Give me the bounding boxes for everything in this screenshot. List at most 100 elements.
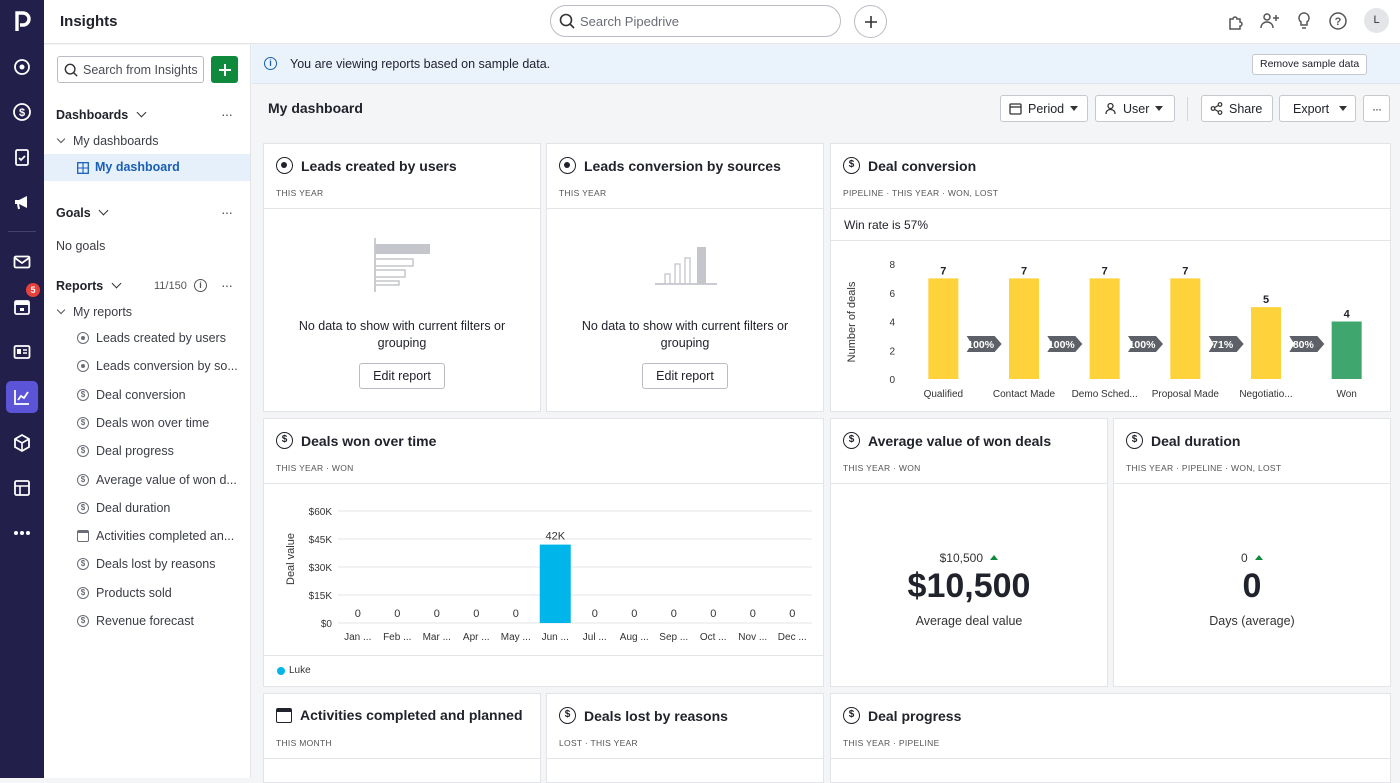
- sidebar-report-item[interactable]: $ Revenue forecast: [77, 614, 237, 628]
- sidebar-report-item[interactable]: Leads conversion by so...: [77, 359, 237, 373]
- help-icon[interactable]: ?: [1328, 11, 1348, 34]
- sidebar-item-my-dashboard[interactable]: My dashboard: [44, 154, 250, 181]
- mail-icon[interactable]: [6, 246, 38, 278]
- chevron-down-icon: [136, 107, 147, 118]
- add-insight-button[interactable]: [211, 56, 238, 83]
- legend-swatch: [277, 666, 285, 675]
- x-tick-label: Oct ...: [700, 632, 727, 643]
- tips-lightbulb-icon[interactable]: [1294, 11, 1314, 34]
- goals-more-icon[interactable]: ···: [221, 204, 233, 220]
- export-button[interactable]: Export: [1279, 95, 1356, 122]
- x-tick-label: Jul ...: [583, 632, 607, 643]
- deals-lost-card[interactable]: $ Deals lost by reasons LOST · THIS YEAR: [546, 693, 824, 783]
- info-icon[interactable]: i: [194, 279, 207, 292]
- y-axis-label: Number of deals: [846, 281, 858, 362]
- calendar-icon: [77, 530, 89, 543]
- dollar-icon: $: [276, 432, 293, 449]
- more-dots-icon[interactable]: [6, 517, 38, 549]
- contacts-card-icon[interactable]: [6, 336, 38, 368]
- x-tick-label: May ...: [501, 632, 531, 643]
- user-filter-button[interactable]: User: [1095, 95, 1175, 122]
- sidebar-report-item[interactable]: $ Deal conversion: [77, 388, 237, 402]
- card-title: Deals won over time: [301, 432, 437, 449]
- bar: [1009, 278, 1039, 379]
- global-search-input[interactable]: Search Pipedrive: [550, 5, 841, 37]
- reports-section-toggle[interactable]: Reports: [56, 278, 122, 293]
- sidebar-report-item[interactable]: Activities completed an...: [77, 529, 237, 543]
- period-label: Period: [1028, 101, 1065, 116]
- my-dashboards-folder[interactable]: My dashboards: [56, 134, 158, 148]
- x-tick-label: Apr ...: [463, 632, 490, 643]
- remove-sample-data-button[interactable]: Remove sample data: [1252, 54, 1368, 75]
- sidebar-report-label: Deal progress: [96, 444, 174, 459]
- x-tick-label: Negotiatio...: [1239, 389, 1292, 400]
- sidebar-report-item[interactable]: $ Deals won over time: [77, 416, 237, 430]
- x-tick-label: Mar ...: [423, 632, 451, 643]
- goals-label: Goals: [56, 206, 91, 220]
- sidebar-report-item[interactable]: $ Deals lost by reasons: [77, 557, 237, 571]
- pipedrive-logo-icon[interactable]: [6, 5, 38, 37]
- bar-value-label: 0: [631, 608, 637, 620]
- chevron-down-icon: [56, 305, 66, 315]
- quick-add-button[interactable]: [854, 5, 887, 38]
- deal-duration-card[interactable]: $ Deal duration THIS YEAR · PIPELINE · WO…: [1113, 418, 1391, 687]
- dollar-icon: $: [843, 707, 860, 724]
- reports-more-icon[interactable]: ···: [221, 277, 233, 293]
- share-button[interactable]: Share: [1201, 95, 1273, 122]
- marketplace-store-icon[interactable]: [6, 472, 38, 504]
- svg-text:$: $: [19, 107, 25, 119]
- edit-report-button[interactable]: Edit report: [642, 363, 728, 389]
- sidebar-report-item[interactable]: $ Deal duration: [77, 501, 237, 515]
- goals-section-toggle[interactable]: Goals: [56, 205, 109, 220]
- dashboard-more-button[interactable]: ···: [1363, 95, 1390, 122]
- deals-won-card[interactable]: $ Deals won over time THIS YEAR · WON Dea…: [263, 418, 824, 687]
- target-icon: [77, 332, 89, 344]
- leads-created-card[interactable]: Leads created by users THIS YEAR No data…: [263, 143, 541, 412]
- extensions-puzzle-icon[interactable]: [1226, 11, 1246, 34]
- user-avatar[interactable]: L: [1364, 8, 1389, 33]
- card-subtitle: THIS YEAR · WON: [276, 463, 354, 473]
- sidebar-report-item[interactable]: $ Average value of won d...: [77, 473, 237, 487]
- card-subtitle: THIS YEAR · PIPELINE: [843, 738, 940, 748]
- deals-dollar-icon[interactable]: $: [6, 96, 38, 128]
- campaigns-megaphone-icon[interactable]: [6, 186, 38, 218]
- invite-users-icon[interactable]: [1259, 11, 1281, 34]
- deal-conversion-card[interactable]: $ Deal conversion PIPELINE · THIS YEAR · …: [830, 143, 1391, 412]
- edit-report-button[interactable]: Edit report: [359, 363, 445, 389]
- activities-card[interactable]: Activities completed and planned THIS MO…: [263, 693, 541, 783]
- insights-search-placeholder: Search from Insights: [83, 63, 198, 77]
- avg-value-card[interactable]: $ Average value of won deals THIS YEAR · …: [830, 418, 1108, 687]
- empty-column-chart-icon: [655, 247, 717, 285]
- conversion-arrow: [966, 336, 1002, 352]
- insights-search-input[interactable]: Search from Insights: [57, 56, 204, 83]
- my-reports-folder[interactable]: My reports: [56, 305, 132, 319]
- card-subtitle: PIPELINE · THIS YEAR · WON, LOST: [843, 188, 999, 198]
- sidebar-report-label: Leads created by users: [96, 331, 226, 345]
- period-filter-button[interactable]: Period: [1000, 95, 1088, 122]
- sidebar-report-item[interactable]: Leads created by users: [77, 331, 237, 345]
- y-tick-label: $45K: [309, 535, 333, 546]
- activities-clipboard-icon[interactable]: [6, 141, 38, 173]
- y-tick-label: 4: [889, 318, 895, 329]
- dashboards-more-icon[interactable]: ···: [221, 106, 233, 122]
- leads-target-icon[interactable]: [6, 51, 38, 83]
- sidebar-report-item[interactable]: $ Deal progress: [77, 444, 237, 458]
- products-box-icon[interactable]: [6, 427, 38, 459]
- y-axis-label: Deal value: [285, 533, 297, 585]
- x-tick-label: Aug ...: [620, 632, 649, 643]
- dashboards-section-toggle[interactable]: Dashboards: [56, 107, 147, 122]
- target-icon: [77, 360, 89, 373]
- deal-progress-card[interactable]: $ Deal progress THIS YEAR · PIPELINE: [830, 693, 1391, 783]
- x-tick-label: Contact Made: [993, 389, 1056, 400]
- bar-value-label: 7: [1102, 265, 1108, 277]
- calendar-icon[interactable]: [6, 291, 38, 323]
- sidebar-report-item[interactable]: $ Products sold: [77, 586, 237, 600]
- big-value: $10,500: [907, 567, 1031, 605]
- svg-text:?: ?: [1335, 16, 1342, 28]
- caret-down-icon: [1155, 106, 1164, 111]
- leads-conversion-card[interactable]: Leads conversion by sources THIS YEAR No…: [546, 143, 824, 412]
- bar-value-label: 0: [789, 608, 795, 620]
- card-title: Deal duration: [1151, 432, 1241, 449]
- big-value: 0: [1242, 567, 1262, 605]
- insights-chart-icon[interactable]: [6, 381, 38, 413]
